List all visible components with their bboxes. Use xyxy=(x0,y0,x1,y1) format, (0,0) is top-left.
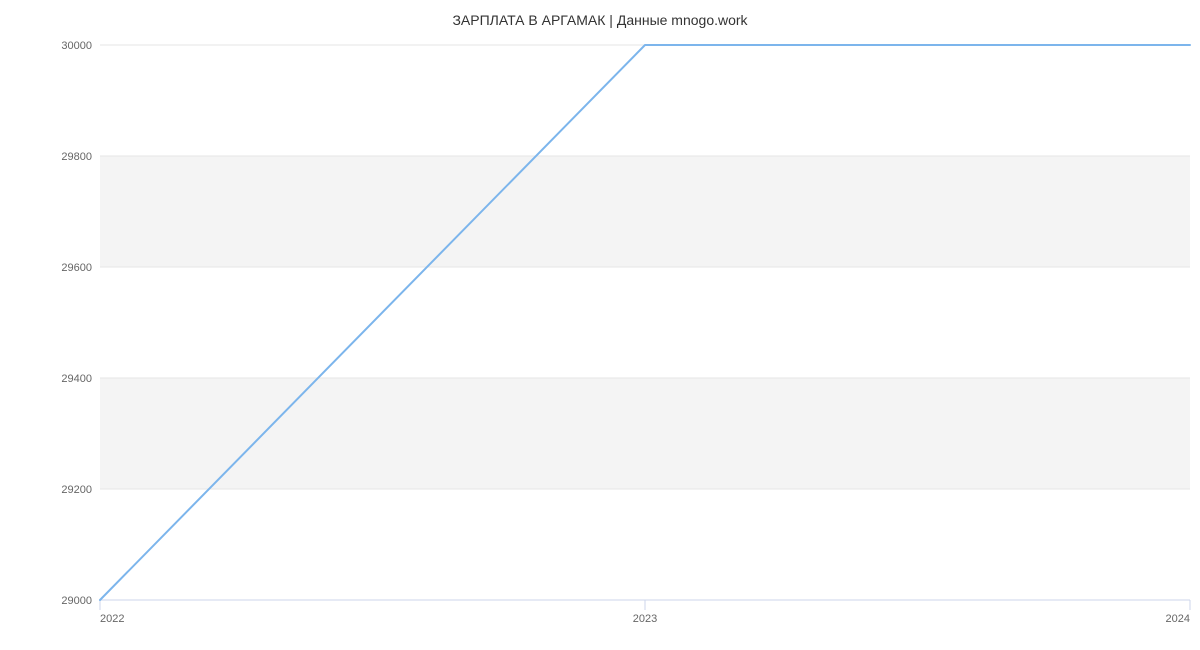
plot-band xyxy=(100,156,1190,267)
y-tick-label: 29400 xyxy=(61,373,92,385)
x-tick-label: 2022 xyxy=(100,613,124,625)
y-tick-label: 29000 xyxy=(61,595,92,607)
y-tick-label: 30000 xyxy=(61,40,92,52)
series-line xyxy=(100,45,1190,600)
line-chart: 29000 29200 29400 29600 29800 30000 2022 2023 20… xyxy=(0,0,1200,650)
y-tick-label: 29200 xyxy=(61,484,92,496)
chart-container: ЗАРПЛАТА В АРГАМАК | Данные mnogo.work 2… xyxy=(0,0,1200,650)
y-tick-label: 29600 xyxy=(61,262,92,274)
x-tick-label: 2024 xyxy=(1166,613,1190,625)
y-tick-label: 29800 xyxy=(61,151,92,163)
x-tick-label: 2023 xyxy=(633,613,657,625)
